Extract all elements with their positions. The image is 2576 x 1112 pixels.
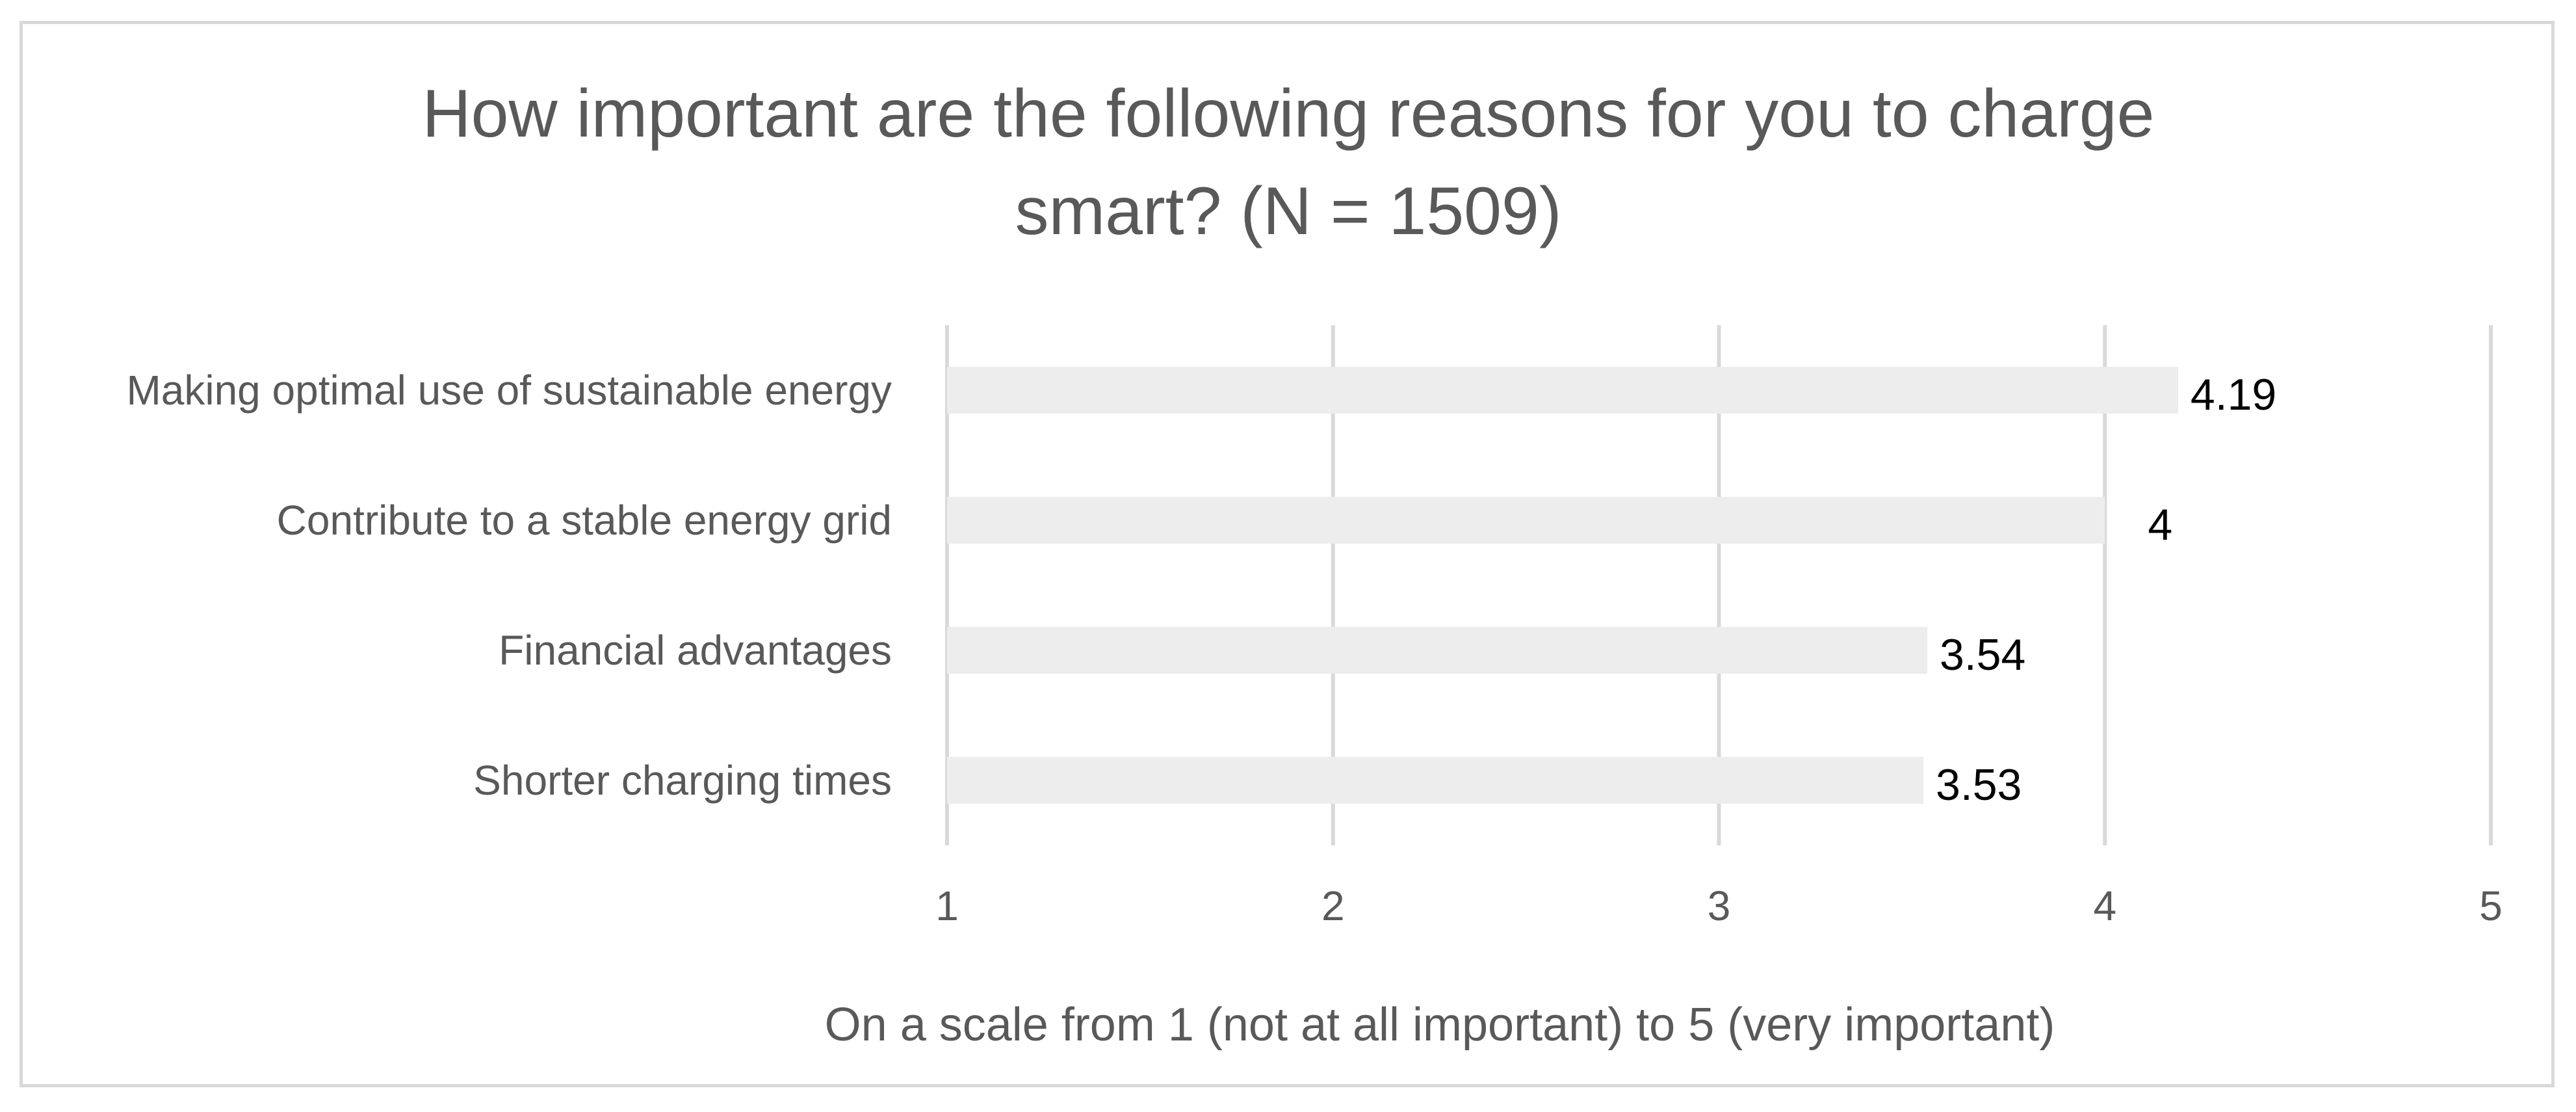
chart-title-line-1: How important are the following reasons … [423, 76, 2155, 152]
category-label-2: Contribute to a stable energy grid [277, 497, 892, 544]
data-labels: 4.19 4 3.54 3.53 [1936, 370, 2276, 810]
bar-4 [947, 757, 1924, 804]
chart-frame [20, 21, 2555, 1087]
data-label-4: 3.53 [1936, 760, 2022, 810]
x-axis-tick-labels: 1 2 3 4 5 [935, 882, 2503, 929]
category-label-4: Shorter charging times [473, 757, 892, 804]
x-axis-title: On a scale from 1 (not at all important)… [825, 999, 2055, 1051]
category-label-3: Financial advantages [499, 627, 892, 674]
category-label-1: Making optimal use of sustainable energy [126, 367, 892, 414]
chart-title: How important are the following reasons … [423, 76, 2155, 249]
bar-3 [947, 627, 1928, 674]
x-tick-label-5: 5 [2479, 882, 2503, 929]
x-tick-label-2: 2 [1321, 882, 1345, 929]
bars [947, 367, 2179, 804]
x-tick-label-1: 1 [935, 882, 959, 929]
data-label-1: 4.19 [2191, 370, 2276, 419]
bar-2 [947, 497, 2105, 544]
chart-title-line-2: smart? (N = 1509) [1015, 174, 1562, 249]
bar-1 [947, 367, 2179, 414]
category-labels: Making optimal use of sustainable energy… [126, 367, 892, 804]
data-label-3: 3.54 [1940, 630, 2025, 680]
x-tick-label-4: 4 [2093, 882, 2116, 929]
data-label-2: 4 [2148, 500, 2172, 549]
x-tick-label-3: 3 [1708, 882, 1731, 929]
